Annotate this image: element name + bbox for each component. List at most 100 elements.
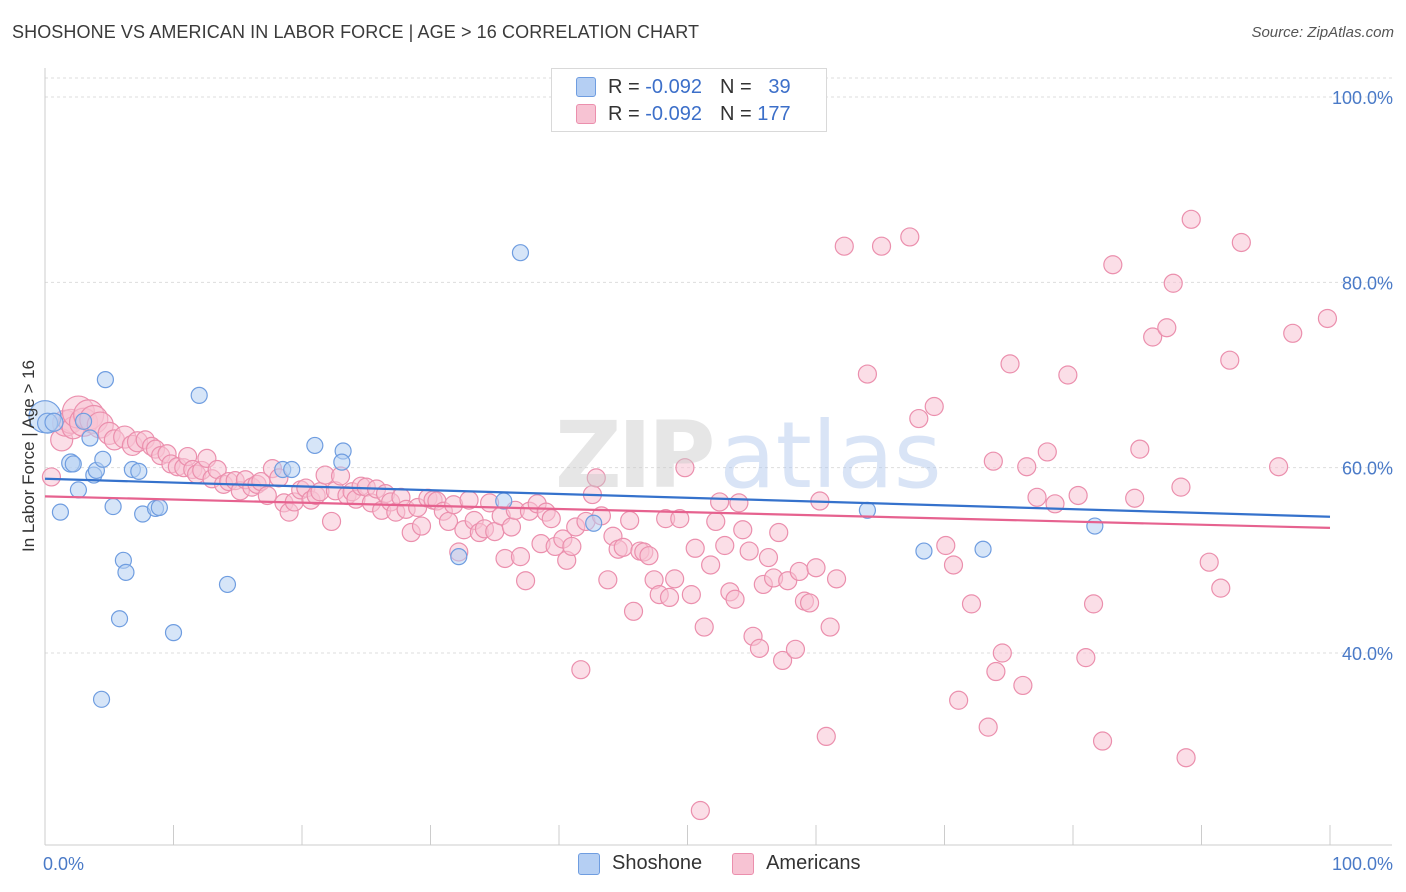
data-point bbox=[690, 800, 710, 821]
data-point bbox=[725, 589, 745, 609]
data-point bbox=[799, 593, 820, 613]
data-point bbox=[257, 485, 277, 506]
data-point bbox=[585, 514, 603, 532]
stats-legend: R = -0.092 N = 39 R = -0.092 N = 177 bbox=[551, 68, 827, 132]
data-point bbox=[820, 617, 840, 637]
americans-n-value: 177 bbox=[757, 102, 791, 125]
data-point bbox=[74, 412, 93, 430]
data-point bbox=[681, 585, 701, 605]
data-point bbox=[1157, 318, 1177, 338]
legend-item-americans[interactable]: Americans bbox=[732, 852, 861, 875]
data-point bbox=[986, 661, 1006, 682]
data-point bbox=[586, 468, 606, 488]
data-point bbox=[758, 547, 779, 568]
data-point bbox=[1211, 578, 1231, 598]
data-point bbox=[1037, 442, 1057, 462]
data-point bbox=[1017, 457, 1037, 477]
data-point bbox=[1181, 209, 1201, 229]
data-point bbox=[598, 570, 618, 590]
data-point bbox=[789, 561, 809, 582]
data-point bbox=[1103, 255, 1123, 275]
data-point bbox=[675, 458, 695, 478]
americans-legend-label: Americans bbox=[766, 852, 861, 874]
shoshone-swatch bbox=[576, 77, 596, 97]
data-point bbox=[924, 396, 944, 417]
r-label: R = bbox=[608, 102, 640, 125]
data-point bbox=[333, 453, 351, 471]
r-label: R = bbox=[608, 75, 640, 98]
data-point bbox=[1013, 675, 1033, 696]
n-label: N = bbox=[719, 75, 752, 98]
data-point bbox=[1268, 457, 1289, 477]
data-point bbox=[974, 540, 992, 558]
data-point bbox=[769, 522, 789, 543]
data-point bbox=[1083, 594, 1104, 614]
data-point bbox=[1086, 517, 1104, 535]
legend-item-shoshone[interactable]: Shoshone bbox=[578, 852, 702, 875]
data-point bbox=[283, 460, 301, 479]
data-point bbox=[511, 244, 530, 262]
data-point bbox=[41, 467, 62, 487]
data-point bbox=[936, 535, 956, 556]
data-point bbox=[806, 558, 826, 578]
x-tick-label: 100.0% bbox=[1332, 854, 1393, 874]
data-point bbox=[1058, 365, 1078, 385]
data-point bbox=[715, 535, 735, 556]
trend-lines bbox=[44, 477, 1331, 529]
data-point bbox=[826, 569, 847, 589]
data-point bbox=[1076, 648, 1096, 668]
shoshone-legend-swatch bbox=[578, 852, 600, 875]
data-point bbox=[96, 371, 114, 389]
data-point bbox=[450, 548, 468, 566]
y-tick-label: 100.0% bbox=[1332, 88, 1393, 108]
source-credit: Source: ZipAtlas.com bbox=[1251, 24, 1394, 41]
data-point bbox=[1220, 350, 1240, 370]
data-point bbox=[857, 364, 878, 384]
data-point bbox=[541, 509, 561, 529]
data-point bbox=[665, 569, 685, 589]
data-point bbox=[871, 236, 892, 256]
series-legend: Shoshone Americans bbox=[578, 852, 891, 875]
data-point bbox=[909, 408, 929, 429]
data-point bbox=[164, 624, 183, 642]
data-point bbox=[1045, 494, 1065, 514]
americans-legend-swatch bbox=[732, 852, 755, 875]
data-point bbox=[915, 542, 933, 560]
data-point bbox=[1199, 552, 1219, 572]
y-tick-label: 40.0% bbox=[1342, 644, 1393, 664]
data-point bbox=[117, 563, 135, 581]
data-point bbox=[694, 617, 714, 637]
americans-points bbox=[41, 209, 1338, 821]
data-point bbox=[613, 537, 633, 557]
data-point bbox=[706, 511, 726, 532]
data-point bbox=[81, 429, 99, 447]
americans-trend-line bbox=[44, 495, 1331, 529]
data-point bbox=[685, 538, 705, 558]
data-point bbox=[218, 575, 237, 594]
y-tick-label: 80.0% bbox=[1342, 273, 1393, 293]
data-point bbox=[1125, 488, 1145, 508]
data-point bbox=[1317, 308, 1338, 329]
data-point bbox=[64, 455, 82, 473]
data-point bbox=[949, 690, 969, 710]
data-point bbox=[1283, 323, 1303, 343]
data-point bbox=[69, 481, 88, 499]
data-point bbox=[670, 509, 690, 529]
data-point bbox=[1176, 748, 1196, 768]
data-point bbox=[94, 450, 112, 468]
data-point bbox=[701, 555, 721, 575]
data-point bbox=[306, 436, 324, 455]
data-point bbox=[623, 601, 644, 621]
data-point bbox=[51, 503, 70, 521]
data-point bbox=[978, 717, 998, 737]
data-point bbox=[733, 520, 753, 540]
data-point bbox=[739, 541, 759, 561]
data-point bbox=[190, 386, 208, 404]
data-point bbox=[562, 536, 582, 557]
x-tick-label: 0.0% bbox=[43, 854, 84, 874]
legend-row-americans: R = -0.092 N = 177 bbox=[576, 101, 791, 127]
data-point bbox=[1000, 354, 1020, 374]
data-point bbox=[130, 462, 148, 480]
data-point bbox=[983, 451, 1003, 471]
